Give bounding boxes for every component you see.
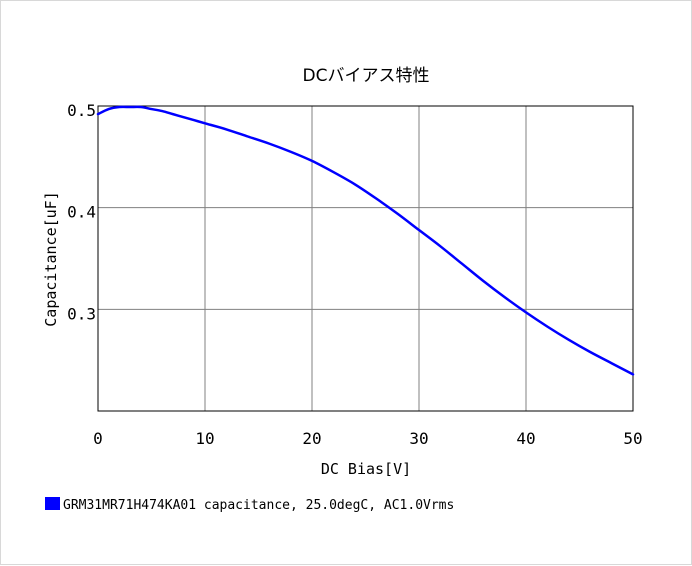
x-tick-label: 30 [409, 429, 428, 448]
x-tick-label: 0 [93, 429, 103, 448]
x-tick-label: 40 [516, 429, 535, 448]
x-tick-label: 20 [302, 429, 321, 448]
x-tick-label: 10 [195, 429, 214, 448]
y-tick-label: 0.3 [67, 304, 96, 323]
series-line-capacitance [96, 105, 635, 376]
x-axis-ticks: 0 10 20 30 40 50 [93, 429, 642, 448]
legend: GRM31MR71H474KA01 capacitance, 25.0degC,… [45, 497, 454, 513]
x-tick-label: 50 [623, 429, 642, 448]
x-axis-label: DC Bias[V] [321, 460, 411, 478]
y-axis-label: Capacitance[uF] [42, 191, 60, 326]
chart-title: DCバイアス特性 [303, 66, 430, 86]
y-tick-label: 0.4 [67, 203, 96, 222]
y-axis-ticks: 0.3 0.4 0.5 [67, 101, 96, 323]
grid-lines [98, 106, 633, 411]
plot-area-border [97, 105, 634, 412]
legend-label: GRM31MR71H474KA01 capacitance, 25.0degC,… [63, 498, 454, 513]
y-tick-label: 0.5 [67, 101, 96, 120]
legend-swatch [45, 497, 60, 510]
